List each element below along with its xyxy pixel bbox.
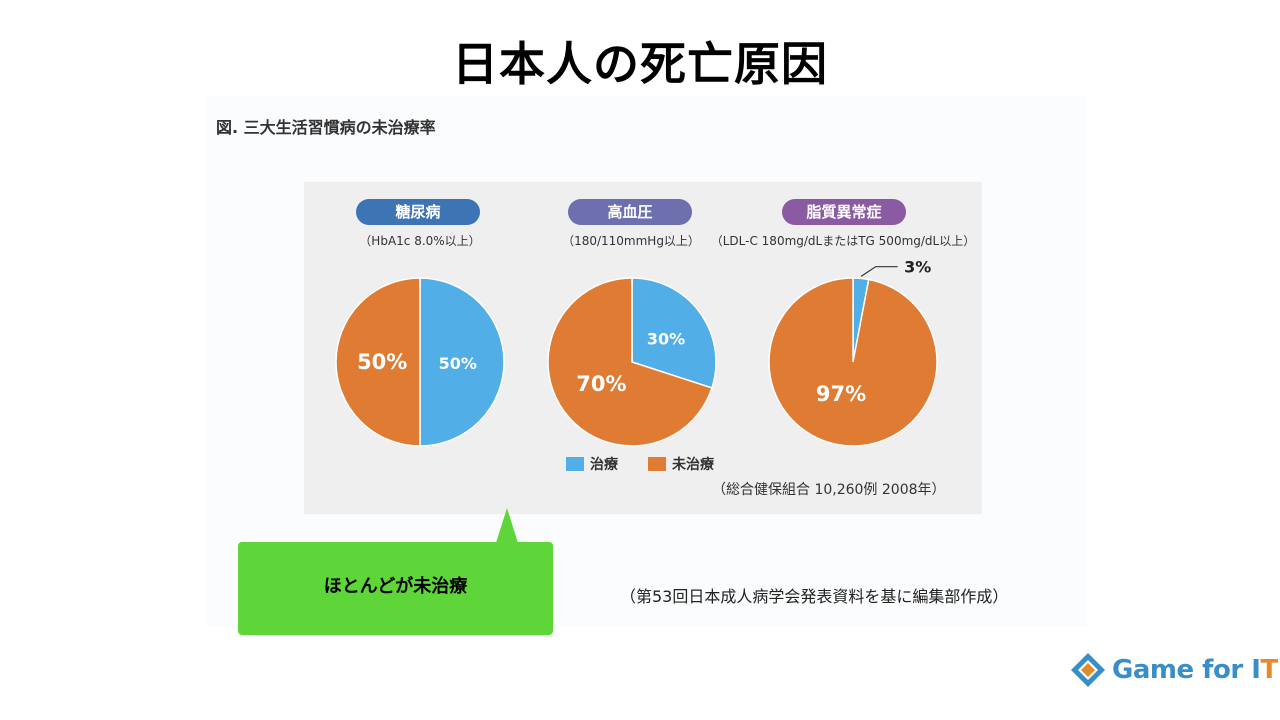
callout-box (238, 542, 553, 635)
pie-label-diabetes-treated: 50% (439, 354, 477, 373)
chart-title-diabetes: 糖尿病 (356, 199, 480, 225)
source-note: （総合健保組合 10,260例 2008年） (712, 482, 946, 498)
chart-subtitle-hypertension: （180/110mmHg以上） (562, 234, 700, 248)
pie-label-hypertension-untreated: 70% (576, 372, 626, 396)
legend-label-treated: 治療 (590, 457, 618, 473)
callout-pointer (496, 508, 518, 543)
pie-slice-lipid-untreated (768, 277, 938, 447)
legend-swatch-treated (566, 457, 584, 471)
figure-caption: 図. 三大生活習慣病の未治療率 (216, 118, 436, 137)
logo-text: Game for IT (1112, 655, 1278, 685)
chart-title-hypertension: 高血圧 (568, 199, 692, 225)
brand-logo: Game for IT (1070, 652, 1278, 688)
chart-subtitle-diabetes: （HbA1c 8.0%以上） (359, 234, 481, 248)
legend-item-untreated: 未治療 (648, 454, 714, 474)
legend-item-treated: 治療 (566, 454, 618, 474)
pie-label-lipid-untreated: 97% (816, 382, 866, 406)
pie-leader-lipid (860, 266, 898, 277)
pie-charts: 50% 50% 30% 70% 3% 97% (335, 258, 938, 447)
logo-text-main: Game for I (1112, 655, 1261, 685)
pie-slice-hypertension-untreated (547, 277, 713, 447)
pie-label-lipid-treated: 3% (904, 258, 931, 277)
pie-label-hypertension-treated: 30% (647, 329, 685, 348)
pie-label-diabetes-untreated: 50% (357, 350, 407, 374)
chart-title-lipid: 脂質異常症 (782, 199, 906, 225)
pie-slice-diabetes-untreated (335, 277, 421, 447)
logo-text-accent: T (1260, 655, 1278, 685)
legend-swatch-untreated (648, 457, 666, 471)
slide-title: 日本人の死亡原因 (452, 37, 828, 91)
pie-slice-diabetes-treated (419, 277, 505, 447)
reference-note: （第53回日本成人病学会発表資料を基に編集部作成） (620, 587, 1009, 606)
chart-subtitle-lipid: （LDL-C 180mg/dLまたはTG 500mg/dL以上） (710, 234, 976, 248)
pie-slice-hypertension-treated (631, 277, 717, 389)
logo-icon (1071, 653, 1105, 687)
callout-text: ほとんどが未治療 (323, 576, 468, 597)
legend-label-untreated: 未治療 (672, 457, 714, 473)
